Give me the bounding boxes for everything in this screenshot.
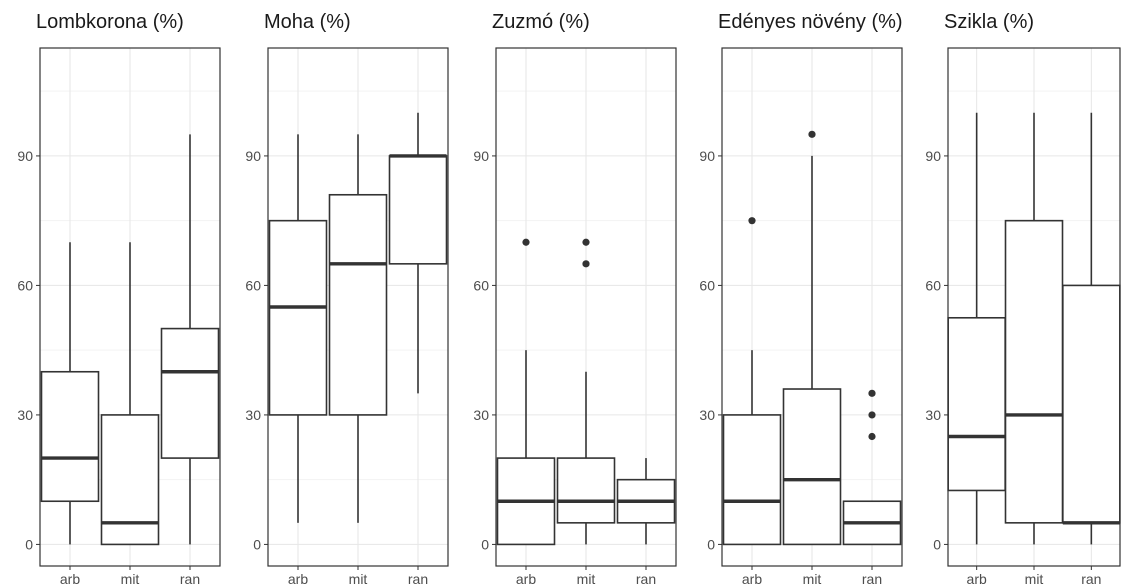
y-tick-label: 30	[245, 407, 261, 423]
panel-title-szikla: Szikla (%)	[944, 11, 1035, 33]
y-tick-label: 60	[699, 277, 715, 293]
panel-4: 0 30 60 90 arb mit ran	[699, 47, 903, 587]
outlier-point	[868, 432, 876, 441]
iqr-box	[1062, 284, 1121, 524]
outlier-point	[582, 238, 590, 246]
iqr-box	[556, 457, 616, 524]
panel-title-moha: Moha (%)	[264, 11, 351, 33]
iqr-box	[40, 370, 100, 503]
iqr-box	[1004, 219, 1064, 524]
outlier-point	[808, 130, 816, 138]
box-arb	[268, 134, 328, 523]
outlier-point	[868, 411, 876, 419]
y-tick-label: 30	[473, 407, 489, 423]
panel-title-lombkorona: Lombkorona (%)	[36, 11, 184, 33]
x-tick-label: mit	[1025, 571, 1044, 587]
y-tick-label: 90	[245, 148, 261, 164]
box-ran	[160, 134, 220, 545]
outlier-point	[868, 389, 876, 397]
iqr-box	[268, 219, 328, 416]
outlier-point	[582, 260, 590, 268]
x-tick-label: ran	[180, 571, 200, 587]
box-arb	[496, 238, 556, 546]
iqr-box	[160, 327, 220, 459]
y-tick-label: 30	[17, 407, 33, 423]
iqr-box	[388, 155, 448, 265]
y-tick-label: 30	[925, 407, 941, 423]
y-tick-label: 60	[925, 277, 941, 293]
y-tick-label: 90	[473, 148, 489, 164]
x-tick-label: arb	[288, 571, 308, 587]
box-ran	[842, 389, 902, 546]
box-ran	[388, 112, 448, 394]
y-tick-label: 90	[925, 148, 941, 164]
box-mit	[100, 242, 160, 546]
y-tick-label: 90	[699, 148, 715, 164]
x-tick-label: arb	[967, 571, 987, 587]
x-tick-label: mit	[803, 571, 822, 587]
y-tick-label: 30	[699, 407, 715, 423]
x-tick-label: arb	[516, 571, 536, 587]
box-ran	[616, 458, 676, 545]
y-tick-label: 0	[253, 536, 261, 552]
x-tick-label: arb	[60, 571, 80, 587]
x-tick-label: ran	[862, 571, 882, 587]
y-tick-label: 60	[245, 277, 261, 293]
y-tick-label: 0	[707, 536, 715, 552]
x-tick-label: mit	[121, 571, 140, 587]
box-mit	[328, 134, 388, 523]
x-tick-label: ran	[636, 571, 656, 587]
y-tick-label: 90	[17, 148, 33, 164]
y-tick-label: 60	[473, 277, 489, 293]
box-mit	[556, 238, 616, 545]
x-tick-label: mit	[349, 571, 368, 587]
y-tick-label: 0	[933, 536, 941, 552]
panel-5: 0 30 60 90 arb mit ran	[925, 47, 1121, 587]
y-tick-label: 0	[481, 536, 489, 552]
y-tick-label: 60	[17, 277, 33, 293]
box-mit	[1004, 112, 1064, 545]
box-arb	[722, 217, 782, 546]
box-mit	[782, 130, 842, 546]
panel-2: 0 30 60 90 arb mit ran	[245, 47, 449, 587]
x-tick-label: mit	[577, 571, 596, 587]
y-tick-label: 0	[25, 536, 33, 552]
iqr-box	[782, 388, 842, 546]
x-tick-label: ran	[408, 571, 428, 587]
box-arb	[40, 242, 100, 545]
box-ran	[1062, 112, 1121, 545]
iqr-box	[100, 414, 160, 546]
x-tick-label: arb	[742, 571, 762, 587]
panel-title-zuzmo: Zuzmó (%)	[492, 11, 590, 33]
outlier-point	[748, 217, 756, 225]
outlier-point	[522, 238, 530, 246]
box-arb	[947, 112, 1006, 545]
iqr-box	[947, 316, 1006, 492]
x-tick-label: ran	[1081, 571, 1101, 587]
panel-title-edenyes-noveny: Edényes növény (%)	[718, 11, 903, 33]
iqr-box	[722, 414, 782, 546]
panel-3: 0 30 60 90 arb mit ran	[473, 47, 677, 587]
panel-1: 0 30 60 90 arb mit ran	[17, 47, 221, 587]
iqr-box	[328, 193, 388, 416]
